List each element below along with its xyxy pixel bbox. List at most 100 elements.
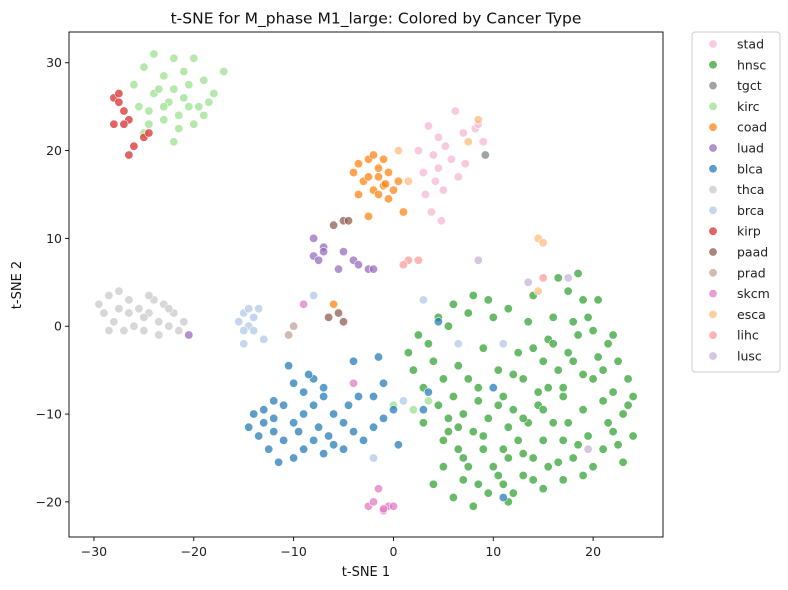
point-blca-4 [289,418,299,428]
point-lihc-1 [413,255,423,265]
point-skcm-8 [348,378,358,388]
point-luad-9 [333,264,343,274]
point-hnsc-72 [518,449,528,459]
point-hnsc-33 [518,470,528,480]
point-luad-4 [338,247,348,257]
legend-label-kirp: kirp [737,224,761,239]
point-blca-7 [319,391,329,401]
point-hnsc-30 [548,418,558,428]
point-thca-7 [164,321,174,331]
point-hnsc-92 [438,435,448,445]
point-hnsc-113 [568,356,578,366]
point-hnsc-34 [508,488,518,498]
point-hnsc-87 [448,299,458,309]
point-kirc-22 [184,80,194,90]
point-blca-37 [393,440,403,450]
point-kirc-31 [423,396,433,406]
point-hnsc-18 [593,295,603,305]
y-tick-label: 20 [46,143,62,158]
point-hnsc-78 [448,492,458,502]
legend-marker-kirc [708,101,718,111]
point-luad-0 [309,233,319,243]
point-kirc-27 [159,102,169,112]
point-kirc-29 [169,84,179,94]
legend-marker-stad [708,39,718,49]
point-hnsc-63 [578,405,588,415]
point-stad-7 [428,150,438,160]
y-axis-ticks: −20 −10 0 10 20 30 [36,55,69,509]
point-hnsc-81 [533,387,543,397]
point-hnsc-10 [513,435,523,445]
point-hnsc-42 [428,356,438,366]
legend-marker-kirp [708,226,718,236]
point-esca-2 [533,286,543,296]
point-hnsc-117 [558,475,568,485]
point-hnsc-25 [598,444,608,454]
point-blca-28 [338,444,348,454]
point-thca-3 [124,295,134,305]
point-thca-0 [94,299,104,309]
point-kirc-7 [199,75,209,85]
point-hnsc-111 [578,295,588,305]
point-thca-24 [104,326,114,336]
point-kirc-4 [169,53,179,63]
point-coad-10 [373,190,383,200]
point-stad-3 [450,106,460,116]
point-thca-16 [99,308,109,318]
y-tick-label: −10 [36,407,62,422]
point-esca-3 [393,146,403,156]
point-kirc-24 [219,67,229,77]
point-esca-5 [473,115,483,125]
point-paad-2 [343,216,353,226]
point-hnsc-105 [493,400,503,410]
point-thca-2 [114,286,124,296]
plot-area [68,31,664,538]
point-hnsc-2 [433,400,443,410]
point-stad-1 [433,132,443,142]
point-hnsc-23 [618,409,628,419]
point-hnsc-73 [503,422,513,432]
legend-label-esca: esca [737,307,766,322]
point-hnsc-76 [438,462,448,472]
point-brca-2 [244,304,254,314]
point-hnsc-83 [568,317,578,327]
point-hnsc-32 [528,453,538,463]
point-kirc-18 [199,110,209,120]
point-blca-27 [329,440,339,450]
point-hnsc-90 [403,348,413,358]
point-blca-10 [348,427,358,437]
point-hnsc-59 [498,391,508,401]
point-thca-23 [179,317,189,327]
point-coad-9 [363,172,373,182]
legend-marker-lusc [708,351,718,361]
point-brca-11 [418,295,428,305]
point-brca-8 [259,334,269,344]
point-kirc-17 [189,119,199,129]
point-thca-17 [124,308,134,318]
legend-marker-skcm [708,289,718,299]
point-blca-36 [378,378,388,388]
point-lusc-1 [523,277,533,287]
point-kirc-14 [144,119,154,129]
point-stad-15 [460,159,470,169]
point-hnsc-68 [618,457,628,467]
point-hnsc-121 [443,413,453,423]
point-brca-13 [498,339,508,349]
legend-label-skcm: skcm [737,286,770,301]
point-kirp-7 [129,141,139,151]
point-kirp-6 [124,150,134,160]
point-hnsc-93 [458,453,468,463]
point-hnsc-35 [498,479,508,489]
point-hnsc-85 [488,312,498,322]
point-hnsc-57 [453,361,463,371]
point-hnsc-112 [588,326,598,336]
point-hnsc-77 [428,479,438,489]
point-blca-6 [309,400,319,410]
point-hnsc-0 [408,365,418,375]
x-axis-ticks: −30 −20 −10 0 10 20 [81,537,601,559]
point-blca-26 [319,449,329,459]
point-hnsc-50 [563,286,573,296]
point-stad-8 [446,154,456,164]
point-hnsc-52 [553,273,563,283]
